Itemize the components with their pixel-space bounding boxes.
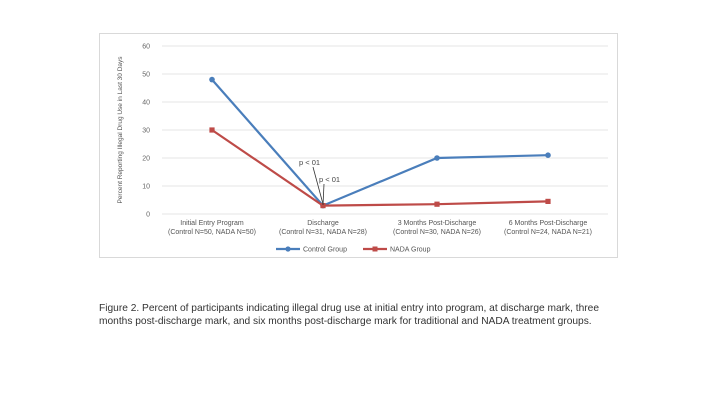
y-tick-label: 50	[142, 72, 150, 79]
x-category-sublabel: (Control N=30, NADA N=26)	[393, 229, 481, 236]
legend-marker	[285, 246, 291, 252]
annotation-label: p < 01	[299, 158, 320, 167]
annotation-arrow	[312, 166, 324, 205]
x-category-sublabel: (Control N=31, NADA N=28)	[279, 229, 367, 236]
data-point	[434, 155, 440, 161]
legend-label: NADA Group	[390, 247, 431, 254]
annotation-arrow	[322, 183, 325, 206]
x-category-label: Initial Entry Program	[180, 220, 244, 227]
y-tick-label: 30	[142, 128, 150, 135]
y-tick-label: 10	[142, 184, 150, 191]
x-category-label: Discharge	[307, 220, 339, 227]
annotations: p < 01 p < 01	[299, 158, 340, 206]
series-line-1	[211, 129, 549, 207]
series-line-0	[211, 78, 549, 207]
x-category-label: 3 Months Post-Discharge	[398, 220, 477, 227]
data-point	[209, 76, 215, 83]
gridlines	[162, 45, 608, 215]
chart-frame: 0 10 20 30 40 50 60 Percent Reporting Illegal …	[99, 33, 618, 258]
y-tick-label: 60	[142, 44, 150, 51]
figure-caption: Figure 2. Percent of participants indica…	[99, 303, 600, 327]
y-tick-label: 0	[146, 212, 150, 219]
x-category-sublabel: (Control N=50, NADA N=50)	[168, 229, 256, 236]
y-tick-labels: 0 10 20 30 40 50 60	[142, 44, 150, 219]
series-lines	[209, 76, 551, 209]
line-chart: 0 10 20 30 40 50 60 Percent Reporting Illegal …	[117, 44, 608, 254]
data-point	[209, 127, 215, 133]
annotation-label: p < 01	[319, 175, 340, 184]
data-point	[434, 201, 440, 207]
y-tick-label: 20	[142, 156, 150, 163]
x-category-labels: Initial Entry Program (Control N=50, NADA…	[168, 220, 592, 236]
x-category-label: 6 Months Post-Discharge	[509, 220, 588, 227]
data-point	[320, 203, 326, 209]
legend-label: Control Group	[303, 247, 347, 254]
legend-marker	[372, 246, 378, 252]
data-point	[545, 152, 551, 158]
y-axis-label: Percent Reporting Illegal Drug Use in La…	[117, 56, 124, 204]
legend: Control Group NADA Group	[276, 246, 431, 254]
x-category-sublabel: (Control N=24, NADA N=21)	[504, 229, 592, 236]
y-tick-label: 40	[142, 100, 150, 107]
data-point	[545, 198, 551, 204]
